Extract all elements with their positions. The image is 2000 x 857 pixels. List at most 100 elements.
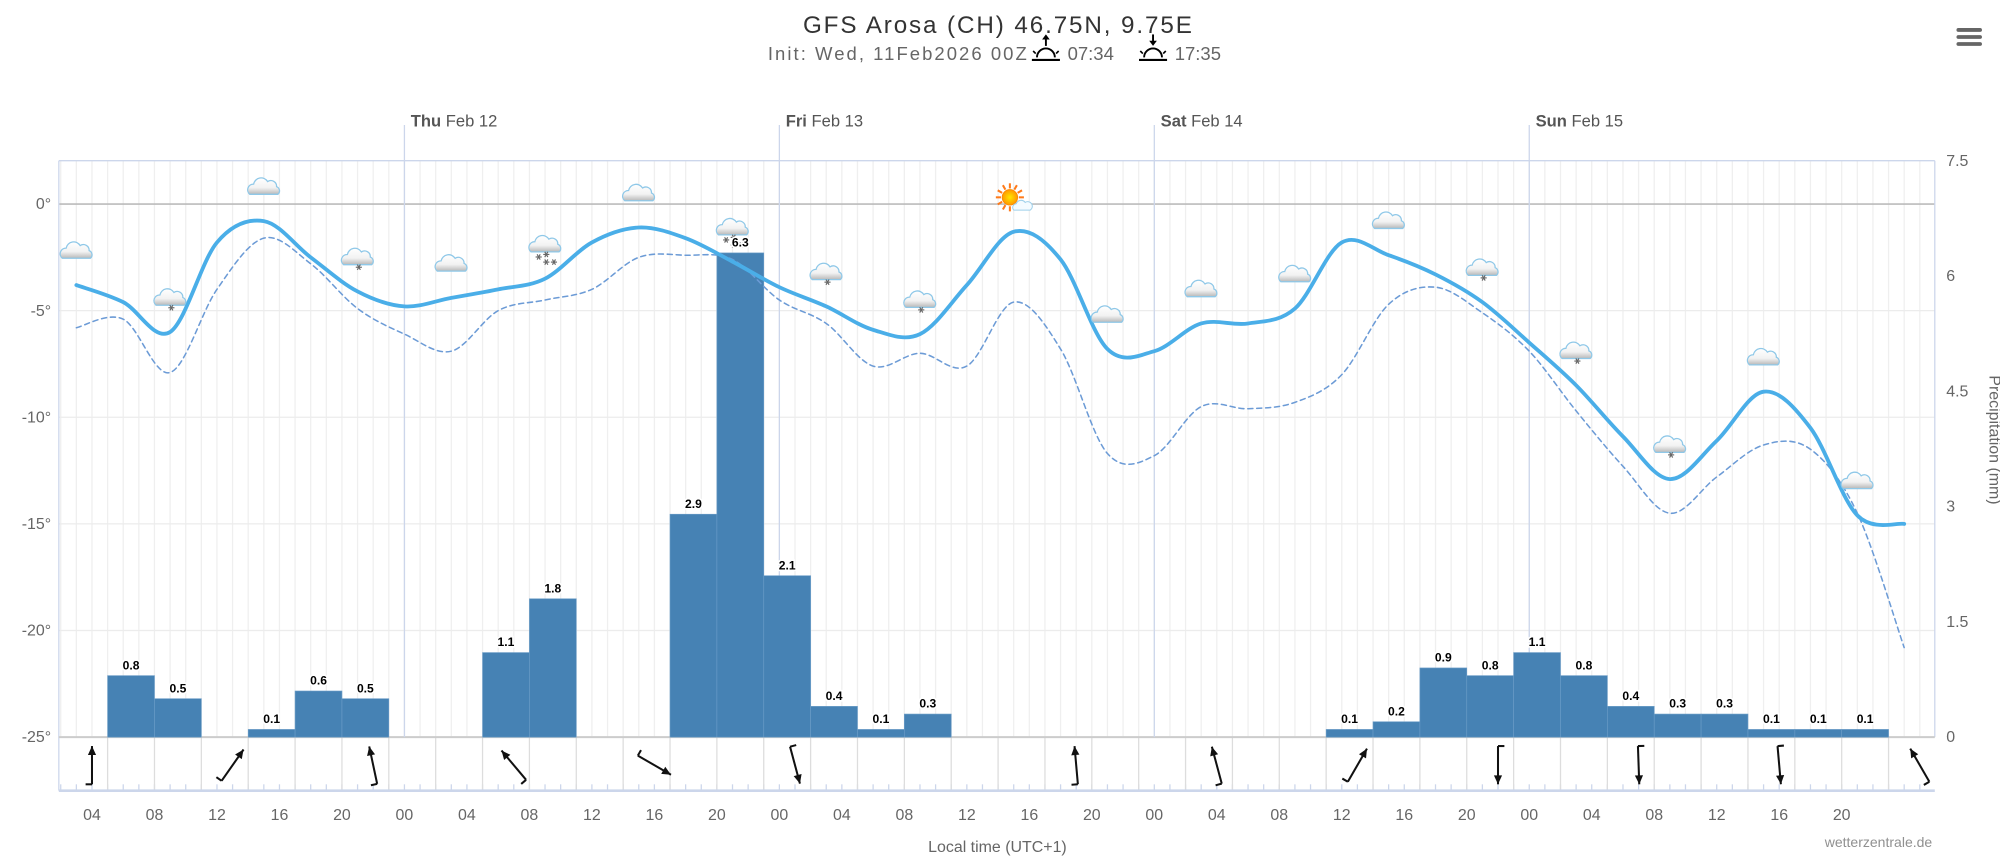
wind-arrows xyxy=(85,744,1931,787)
cloud-icon xyxy=(59,241,93,259)
x-axis-tick-label: 16 xyxy=(1395,807,1413,824)
x-axis-tick-label: 08 xyxy=(521,807,539,824)
cloud-icon xyxy=(1090,305,1124,323)
snowflake-icon xyxy=(169,304,174,311)
precipitation-bar xyxy=(857,729,905,738)
cloud-icon xyxy=(621,183,656,202)
credit-text: wetterzentrale.de xyxy=(1824,834,1933,850)
x-axis-tick-label: 00 xyxy=(1520,807,1538,824)
sun-cloud-icon xyxy=(995,183,1033,212)
precipitation-bar xyxy=(1466,675,1514,738)
snowflake-icon xyxy=(356,264,361,271)
wind-arrowhead xyxy=(367,746,376,757)
wind-arrowhead xyxy=(1910,748,1919,759)
precipitation-bar-label: 0.8 xyxy=(1576,658,1593,672)
cloud-icon xyxy=(1840,471,1874,490)
precipitation-bar-label: 1.1 xyxy=(1529,635,1546,649)
cloud-shape xyxy=(153,288,187,306)
wind-arrow xyxy=(1341,748,1368,783)
cloud-shape xyxy=(621,183,656,202)
temperature-lines xyxy=(74,218,1907,649)
right-axis-tick-label: 1.5 xyxy=(1946,614,1968,631)
x-axis-tick-label: 04 xyxy=(83,807,101,824)
wind-arrow xyxy=(636,749,672,776)
precipitation-bars xyxy=(107,252,1889,738)
left-axis-tick-label: -15° xyxy=(22,516,51,533)
cloud-shape xyxy=(1184,279,1218,298)
left-axis-tick-label: -5° xyxy=(31,303,52,320)
right-axis-tick-label: 4.5 xyxy=(1946,383,1968,400)
wind-arrow xyxy=(1071,746,1080,786)
precipitation-bar-label: 1.1 xyxy=(498,635,515,649)
x-axis-tick-label: 04 xyxy=(833,807,851,824)
wind-arrow xyxy=(215,748,245,782)
cloud-shape xyxy=(528,234,562,253)
wind-barb xyxy=(1777,744,1784,748)
wind-arrow xyxy=(85,746,97,786)
cloud-light-snow-icon xyxy=(1465,258,1499,281)
snowflake-icon xyxy=(1669,451,1674,458)
left-axis-tick-label: -25° xyxy=(22,729,51,746)
precipitation-bar xyxy=(1419,667,1468,738)
precipitation-bar-label: 0.6 xyxy=(310,674,327,688)
weather-icons xyxy=(59,177,1874,490)
precipitation-bar-label: 0.1 xyxy=(1810,712,1827,726)
cloud-icon xyxy=(434,254,468,272)
x-axis-tick-label: 16 xyxy=(271,807,289,824)
cloud-icon xyxy=(1746,347,1780,366)
cloud-light-snow-icon xyxy=(809,262,843,286)
wind-barb xyxy=(370,782,378,787)
precipitation-bar-label: 0.5 xyxy=(357,681,374,695)
bar-labels: 0.8 0.5 0.1 0.6 0.5 1.1 1.8 2.9 6.3 2.1 0.4 0.1 0.3 0… xyxy=(121,234,1875,728)
x-axis-tick-label: 12 xyxy=(208,807,226,824)
cloud-shape xyxy=(1559,341,1593,360)
x-axis-tick-label: 08 xyxy=(1270,807,1288,824)
sun-ray xyxy=(997,200,1003,206)
x-axis-tick-label: 00 xyxy=(396,807,414,824)
left-axis-tick-label: -10° xyxy=(22,409,51,426)
wind-arrow xyxy=(1776,744,1785,785)
cloud-shape xyxy=(809,262,843,281)
precipitation-bar-label: 0.3 xyxy=(1716,697,1733,711)
x-axis-tick-label: 20 xyxy=(1833,807,1851,824)
precipitation-bar-label: 0.5 xyxy=(169,681,186,695)
precipitation-bar-label: 0.8 xyxy=(123,658,140,672)
precipitation-bar xyxy=(341,698,390,738)
x-axis-tick-label: 12 xyxy=(1708,807,1726,824)
cloud-icon xyxy=(1278,264,1312,283)
chart-title: GFS Arosa (CH) 46.75N, 9.75E xyxy=(803,12,1192,39)
precipitation-bar-label: 0.3 xyxy=(919,697,936,711)
x-axis-title: Local time (UTC+1) xyxy=(928,839,1067,856)
right-axis-tick-label: 0 xyxy=(1946,729,1955,746)
sun-ray xyxy=(997,189,1003,194)
day-label: Fri Feb 13 xyxy=(786,111,863,130)
hamburger-menu-icon[interactable] xyxy=(1951,20,1987,51)
sun-ray xyxy=(1013,184,1018,191)
right-axis-title: Precipitation (mm) xyxy=(1986,375,2000,504)
snowflake-icon xyxy=(731,242,736,248)
wind-barb xyxy=(520,779,527,785)
precipitation-bar xyxy=(904,713,952,738)
precipitation-bar-label: 0.1 xyxy=(1763,712,1780,726)
precipitation-bar xyxy=(107,675,155,738)
sun-ray xyxy=(1017,189,1023,194)
cloud-shape xyxy=(1371,211,1405,230)
precipitation-bar xyxy=(1841,729,1889,738)
precipitation-bar xyxy=(1607,706,1655,738)
snowflake-icon xyxy=(544,259,549,266)
wind-barb xyxy=(1923,780,1930,786)
wind-barb xyxy=(1341,777,1349,783)
cloud-snow-icon xyxy=(528,234,562,266)
x-axis-tick-label: 12 xyxy=(1333,807,1351,824)
x-axis-tick-label: 00 xyxy=(771,807,789,824)
precipitation-bar xyxy=(154,698,202,738)
x-axis-tick-label: 04 xyxy=(1583,807,1601,824)
day-label: Sun Feb 15 xyxy=(1536,111,1623,130)
x-axis-tick-label: 20 xyxy=(333,807,351,824)
precipitation-bar xyxy=(716,252,765,738)
wind-arrowhead xyxy=(235,749,244,760)
snowflake-icon xyxy=(919,306,924,313)
wind-arrow xyxy=(1210,746,1223,787)
precipitation-bar xyxy=(763,575,811,738)
cloud-light-snow-icon xyxy=(903,290,937,313)
